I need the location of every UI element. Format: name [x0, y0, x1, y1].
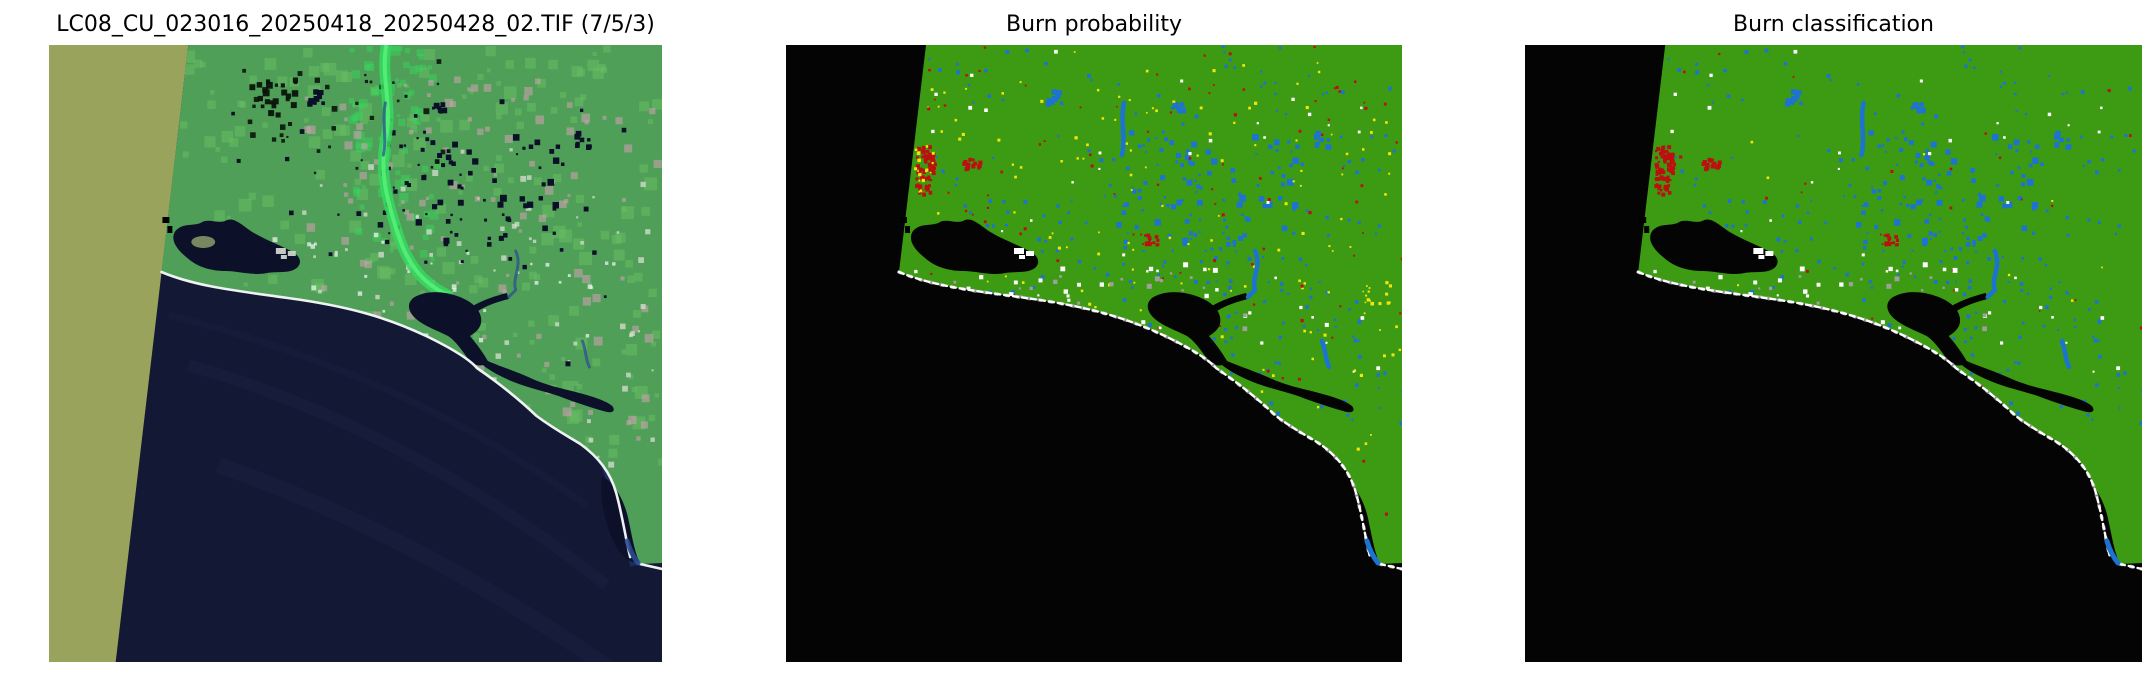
burn-classification-map [1525, 45, 2142, 662]
panel-title-burn-probability: Burn probability [1005, 12, 1183, 37]
bay-sandbar [191, 236, 216, 248]
burn-probability-map [786, 45, 1402, 662]
panel-title-satellite: LC08_CU_023016_20250418_20250428_02.TIF … [56, 12, 655, 37]
burn-and-water-clusters [914, 89, 1392, 306]
panel-burn-classification: Burn classification [1525, 12, 2142, 662]
panel-burn-probability: Burn probability [786, 12, 1402, 662]
bright-river-valley [377, 45, 454, 302]
satellite-image [49, 45, 662, 662]
burn-and-water-clusters [1654, 89, 2072, 247]
panel-title-burn-classification: Burn classification [1733, 12, 1934, 37]
lake-clusters [307, 89, 592, 150]
panel-satellite: LC08_CU_023016_20250418_20250428_02.TIF … [49, 12, 662, 662]
